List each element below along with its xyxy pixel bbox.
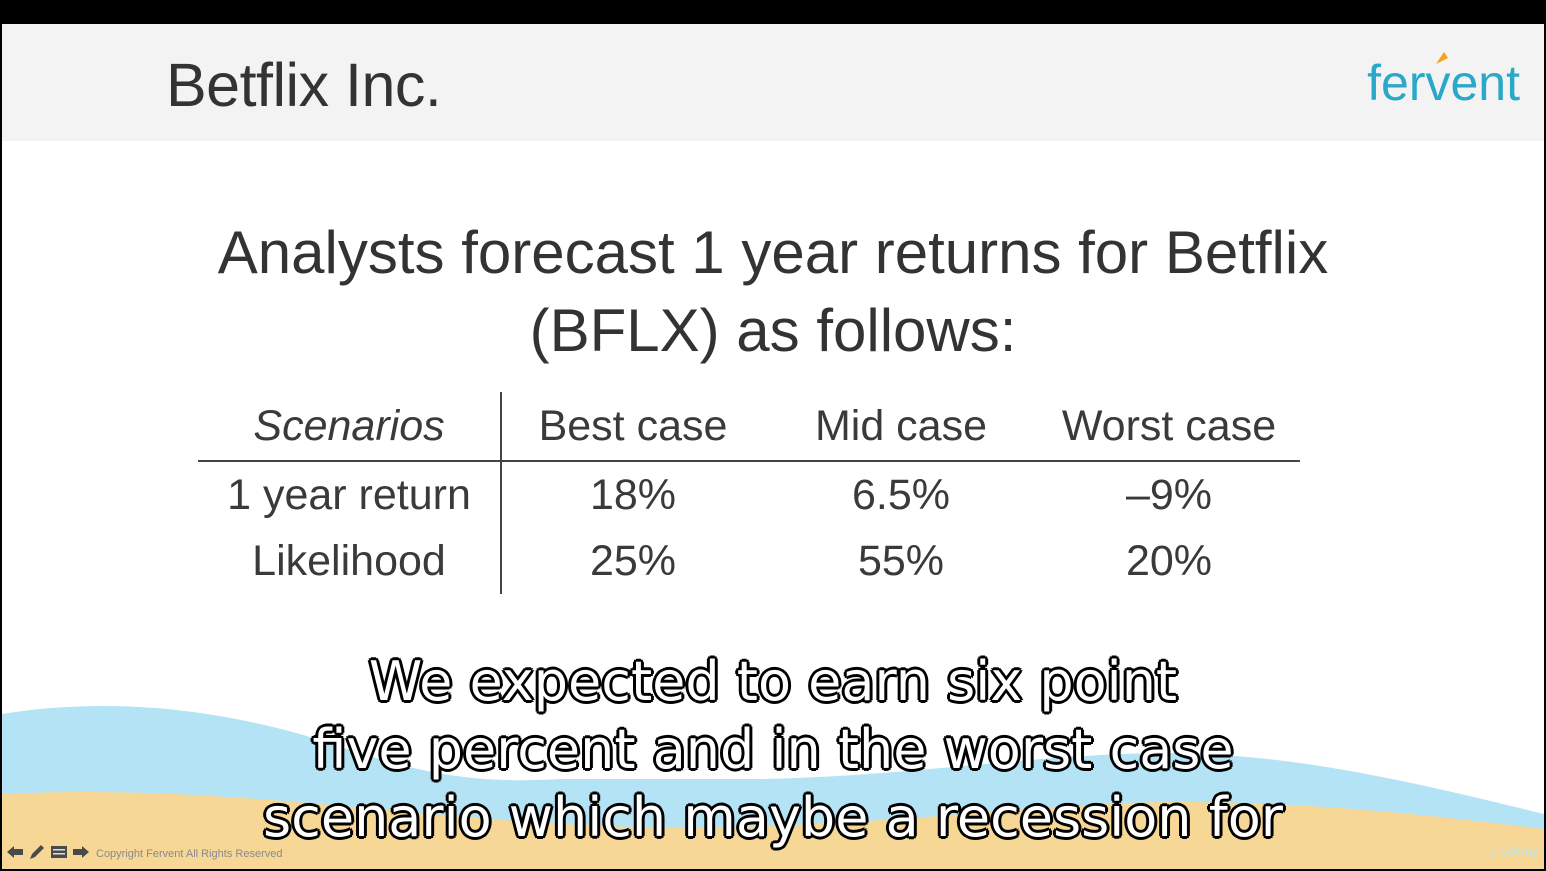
table-cell: 25% — [589, 536, 677, 585]
logo-flag-icon — [1436, 52, 1448, 64]
slide-header: Betflix Inc. fervent — [2, 24, 1544, 141]
fervent-logo: fervent — [1367, 55, 1520, 111]
caption-line: We expected to earn six point — [368, 650, 1178, 713]
table-row: Likelihood 25% 55% 20% — [198, 528, 1300, 594]
udemy-label: Udemy — [1499, 844, 1538, 858]
table-cell: 6.5% — [851, 470, 950, 519]
udemy-icon: ᵾ — [1490, 844, 1500, 858]
slide-title: Betflix Inc. — [166, 51, 442, 119]
slide-controls: Copyright Fervent All Rights Reserved — [6, 844, 282, 864]
header-worst-case: Worst case — [1038, 392, 1300, 462]
forecast-table: Scenarios Best case Mid case Worst case … — [198, 392, 1300, 594]
header-best-case: Best case — [501, 392, 764, 462]
header-mid-case: Mid case — [764, 392, 1038, 462]
wave-decoration — [2, 705, 1544, 869]
menu-icon[interactable] — [50, 845, 68, 864]
prev-arrow-icon[interactable] — [6, 845, 24, 864]
row-label: Likelihood — [198, 528, 502, 594]
table-cell: 55% — [857, 536, 945, 585]
headline-line: Analysts forecast 1 year returns for Bet… — [217, 219, 1329, 286]
table-header-row: Scenarios Best case Mid case Worst case — [198, 392, 1300, 462]
udemy-watermark: ᵾ Udemy — [1490, 844, 1538, 858]
next-arrow-icon[interactable] — [72, 845, 90, 864]
copyright-text: Copyright Fervent All Rights Reserved — [96, 848, 283, 860]
table-row: 1 year return 18% 6.5% –9% — [198, 461, 1300, 528]
header-scenarios: Scenarios — [198, 392, 502, 462]
row-label: 1 year return — [198, 461, 502, 528]
table-cell: 20% — [1125, 536, 1213, 585]
slide-headline: Analysts forecast 1 year returns for Bet… — [2, 214, 1544, 370]
table-cell: –9% — [1125, 470, 1213, 519]
pen-icon[interactable] — [28, 843, 46, 866]
caption-line: scenario which maybe a recession for — [263, 786, 1283, 849]
table-cell: 18% — [589, 470, 677, 519]
headline-line: (BFLX) as follows: — [529, 297, 1017, 364]
video-caption: We expected to earn six point five perce… — [2, 648, 1544, 852]
caption-line: five percent and in the worst case — [312, 718, 1234, 781]
slide: Betflix Inc. fervent Analysts forecast 1… — [2, 24, 1544, 869]
